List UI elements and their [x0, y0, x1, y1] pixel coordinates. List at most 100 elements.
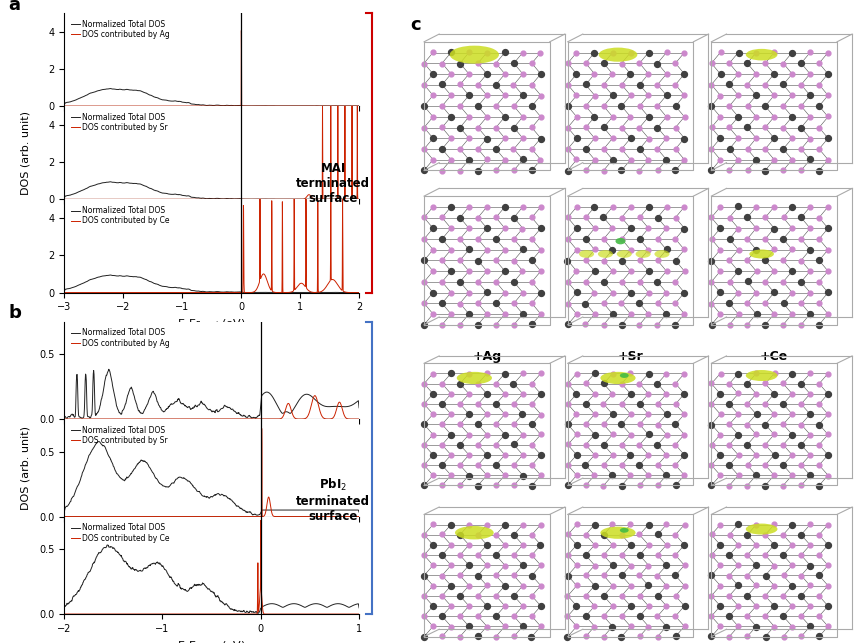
DOS contributed by Sr — [354, 195, 364, 203]
Point — [615, 59, 628, 69]
Point — [768, 520, 781, 530]
Point — [633, 255, 646, 266]
Point — [435, 399, 449, 409]
Point — [821, 155, 834, 165]
Point — [705, 80, 718, 90]
Point — [749, 223, 763, 233]
Point — [642, 112, 656, 122]
Point — [462, 560, 475, 570]
Point — [525, 143, 539, 154]
Point — [597, 298, 610, 308]
Point — [615, 165, 628, 176]
Point — [417, 379, 431, 389]
Point — [480, 449, 493, 460]
Point — [507, 570, 521, 581]
Point — [615, 80, 628, 90]
Point — [525, 234, 539, 244]
Point — [633, 79, 646, 89]
Point — [570, 430, 584, 440]
Normalized Total DOS — [284, 409, 294, 417]
Point — [794, 529, 808, 539]
Point — [722, 101, 736, 111]
DOS contributed by Ce — [345, 610, 356, 618]
Normalized Total DOS — [105, 271, 115, 279]
Point — [453, 529, 467, 539]
Point — [731, 224, 745, 234]
Normalized Total DOS — [314, 600, 324, 608]
Point — [444, 69, 457, 79]
Point — [435, 79, 449, 89]
Point — [427, 266, 440, 276]
Point — [588, 520, 602, 530]
Point — [758, 298, 772, 308]
Point — [641, 449, 655, 460]
DOS contributed by Ag — [283, 400, 293, 408]
DOS contributed by Ce — [59, 610, 69, 618]
Point — [569, 48, 583, 58]
Point — [731, 560, 745, 570]
Normalized Total DOS — [231, 606, 241, 613]
Point — [803, 450, 817, 460]
Point — [453, 276, 467, 287]
Point — [597, 611, 610, 621]
Point — [534, 287, 547, 298]
Point — [444, 223, 457, 233]
X-axis label: E-E$_\mathregular{Fermi}$ (eV): E-E$_\mathregular{Fermi}$ (eV) — [177, 318, 246, 331]
Point — [804, 388, 817, 399]
Point — [615, 611, 628, 621]
Point — [776, 276, 790, 287]
Point — [597, 80, 610, 90]
Point — [471, 399, 485, 410]
Point — [417, 59, 431, 69]
Text: +Ag: +Ag — [472, 350, 502, 363]
Point — [462, 520, 475, 530]
Point — [463, 368, 476, 379]
Point — [606, 155, 620, 165]
Point — [803, 539, 817, 550]
DOS contributed by Ce — [292, 610, 302, 618]
Point — [417, 611, 431, 621]
Point — [498, 539, 512, 550]
Point — [659, 133, 673, 143]
Point — [758, 611, 772, 621]
Line: Normalized Total DOS: Normalized Total DOS — [64, 545, 359, 613]
Point — [624, 601, 638, 611]
Point — [480, 430, 493, 440]
Point — [481, 389, 494, 399]
Point — [714, 388, 728, 399]
Point — [651, 213, 664, 223]
Point — [651, 80, 664, 90]
Text: a: a — [9, 0, 21, 14]
Point — [426, 309, 439, 319]
Point — [722, 530, 736, 540]
Point — [776, 631, 790, 642]
Normalized Total DOS — [354, 404, 364, 412]
Legend: Normalized Total DOS, DOS contributed by Ag: Normalized Total DOS, DOS contributed by… — [68, 17, 174, 42]
Point — [758, 101, 772, 111]
Point — [561, 611, 575, 621]
Point — [669, 122, 682, 132]
Point — [597, 256, 610, 266]
Point — [570, 202, 584, 212]
Point — [732, 245, 746, 255]
Point — [633, 212, 646, 222]
Point — [822, 581, 835, 591]
Point — [776, 378, 790, 388]
Point — [507, 460, 521, 471]
Point — [569, 389, 583, 399]
Point — [516, 520, 530, 530]
Point — [677, 69, 691, 79]
Point — [812, 379, 826, 389]
Point — [579, 276, 593, 287]
Legend: Normalized Total DOS, DOS contributed by Sr: Normalized Total DOS, DOS contributed by… — [68, 110, 171, 135]
Point — [732, 309, 746, 319]
Point — [740, 399, 754, 409]
Point — [481, 622, 494, 632]
Point — [417, 320, 431, 330]
Point — [435, 460, 449, 470]
Point — [785, 520, 799, 530]
Point — [651, 570, 664, 581]
Point — [651, 529, 664, 539]
Point — [794, 399, 808, 409]
Point — [776, 550, 790, 560]
